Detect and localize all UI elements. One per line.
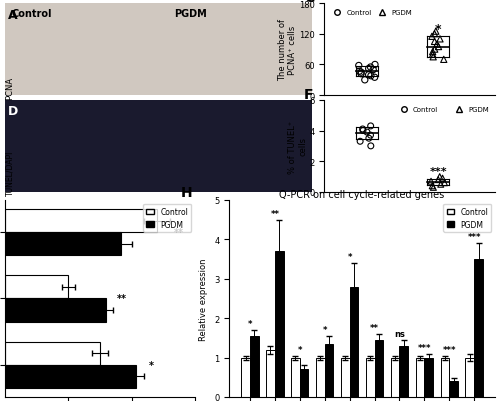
Point <box>434 44 442 51</box>
Point <box>430 31 438 38</box>
Legend: Control, PGDM: Control, PGDM <box>328 8 414 19</box>
Point <box>428 183 436 190</box>
Point <box>364 72 372 79</box>
Text: D: D <box>8 105 18 118</box>
Point <box>436 36 444 43</box>
Text: C: C <box>304 0 314 5</box>
Bar <box>374 340 383 397</box>
Text: A: A <box>8 8 18 22</box>
Point <box>366 124 374 130</box>
Legend: Control, PGDM: Control, PGDM <box>394 104 492 115</box>
Point <box>430 39 438 46</box>
Bar <box>266 350 275 397</box>
Point <box>434 177 442 183</box>
Text: *: * <box>148 360 154 370</box>
Point <box>364 66 372 73</box>
Bar <box>291 358 300 397</box>
Text: Control: Control <box>11 8 51 18</box>
Point <box>432 29 440 35</box>
Point <box>355 63 363 69</box>
Text: **: ** <box>270 209 280 218</box>
Text: **: ** <box>370 323 379 332</box>
Text: *: * <box>435 23 442 36</box>
Text: ns: ns <box>394 329 405 338</box>
Text: ***: *** <box>418 343 431 352</box>
Point <box>430 185 438 191</box>
Text: PCNA: PCNA <box>5 77 14 100</box>
Point <box>366 65 374 71</box>
Text: *: * <box>248 319 252 328</box>
Point <box>429 55 437 61</box>
Y-axis label: % of TUNEL⁺
cells: % of TUNEL⁺ cells <box>288 120 308 173</box>
Bar <box>5 209 157 233</box>
Point <box>357 70 365 76</box>
Bar <box>5 365 136 388</box>
Bar <box>324 344 334 397</box>
Point <box>363 130 371 136</box>
Text: *: * <box>348 253 352 261</box>
Point <box>371 62 379 69</box>
Point <box>367 73 375 80</box>
Point <box>356 69 364 75</box>
Point <box>438 176 446 182</box>
Point <box>370 75 378 81</box>
Bar <box>316 358 324 397</box>
Bar <box>250 336 258 397</box>
Bar <box>440 358 450 397</box>
Bar <box>5 233 121 256</box>
Bar <box>5 299 106 322</box>
Point <box>427 178 435 185</box>
Point <box>357 71 365 78</box>
Bar <box>366 358 374 397</box>
Point <box>356 139 364 145</box>
Bar <box>241 358 250 397</box>
Point <box>440 180 448 186</box>
Bar <box>416 358 424 397</box>
Bar <box>390 358 400 397</box>
Point <box>428 34 436 41</box>
Text: *: * <box>322 325 327 334</box>
Y-axis label: The number of
PCNA⁺ cells: The number of PCNA⁺ cells <box>278 19 297 81</box>
Point <box>428 52 436 58</box>
Text: PGDM: PGDM <box>174 8 207 18</box>
Text: ***: *** <box>442 345 456 354</box>
Text: ***: *** <box>468 233 481 242</box>
Bar <box>466 358 474 397</box>
Bar <box>450 381 458 397</box>
Bar <box>341 358 349 397</box>
Bar <box>275 251 283 397</box>
Bar <box>350 287 358 397</box>
Text: TUNEL/DAPI: TUNEL/DAPI <box>5 150 14 195</box>
Point <box>428 49 436 56</box>
Text: **: ** <box>117 294 127 304</box>
Point <box>358 126 366 133</box>
Bar <box>474 259 483 397</box>
Text: *: * <box>298 345 302 354</box>
Point <box>369 67 377 74</box>
Bar <box>5 275 68 299</box>
Y-axis label: Relative expression: Relative expression <box>200 257 208 340</box>
Bar <box>424 358 433 397</box>
Text: ***: *** <box>430 167 447 177</box>
Point <box>430 47 438 53</box>
Title: Q-PCR on cell cycle-related genes: Q-PCR on cell cycle-related genes <box>280 190 444 200</box>
Text: F: F <box>304 88 314 102</box>
Point <box>433 42 441 48</box>
Legend: Control, PGDM: Control, PGDM <box>144 205 191 232</box>
Legend: Control, PGDM: Control, PGDM <box>444 205 491 232</box>
Point <box>365 136 373 142</box>
Point <box>366 133 374 139</box>
Text: H: H <box>181 186 193 200</box>
Bar <box>5 342 100 365</box>
Point <box>361 77 369 84</box>
Point <box>367 143 375 150</box>
Point <box>436 174 444 180</box>
Bar <box>300 369 308 397</box>
Bar <box>400 346 408 397</box>
Point <box>359 128 367 134</box>
Point <box>436 182 444 188</box>
Text: **: ** <box>174 228 184 237</box>
Point <box>440 57 448 63</box>
